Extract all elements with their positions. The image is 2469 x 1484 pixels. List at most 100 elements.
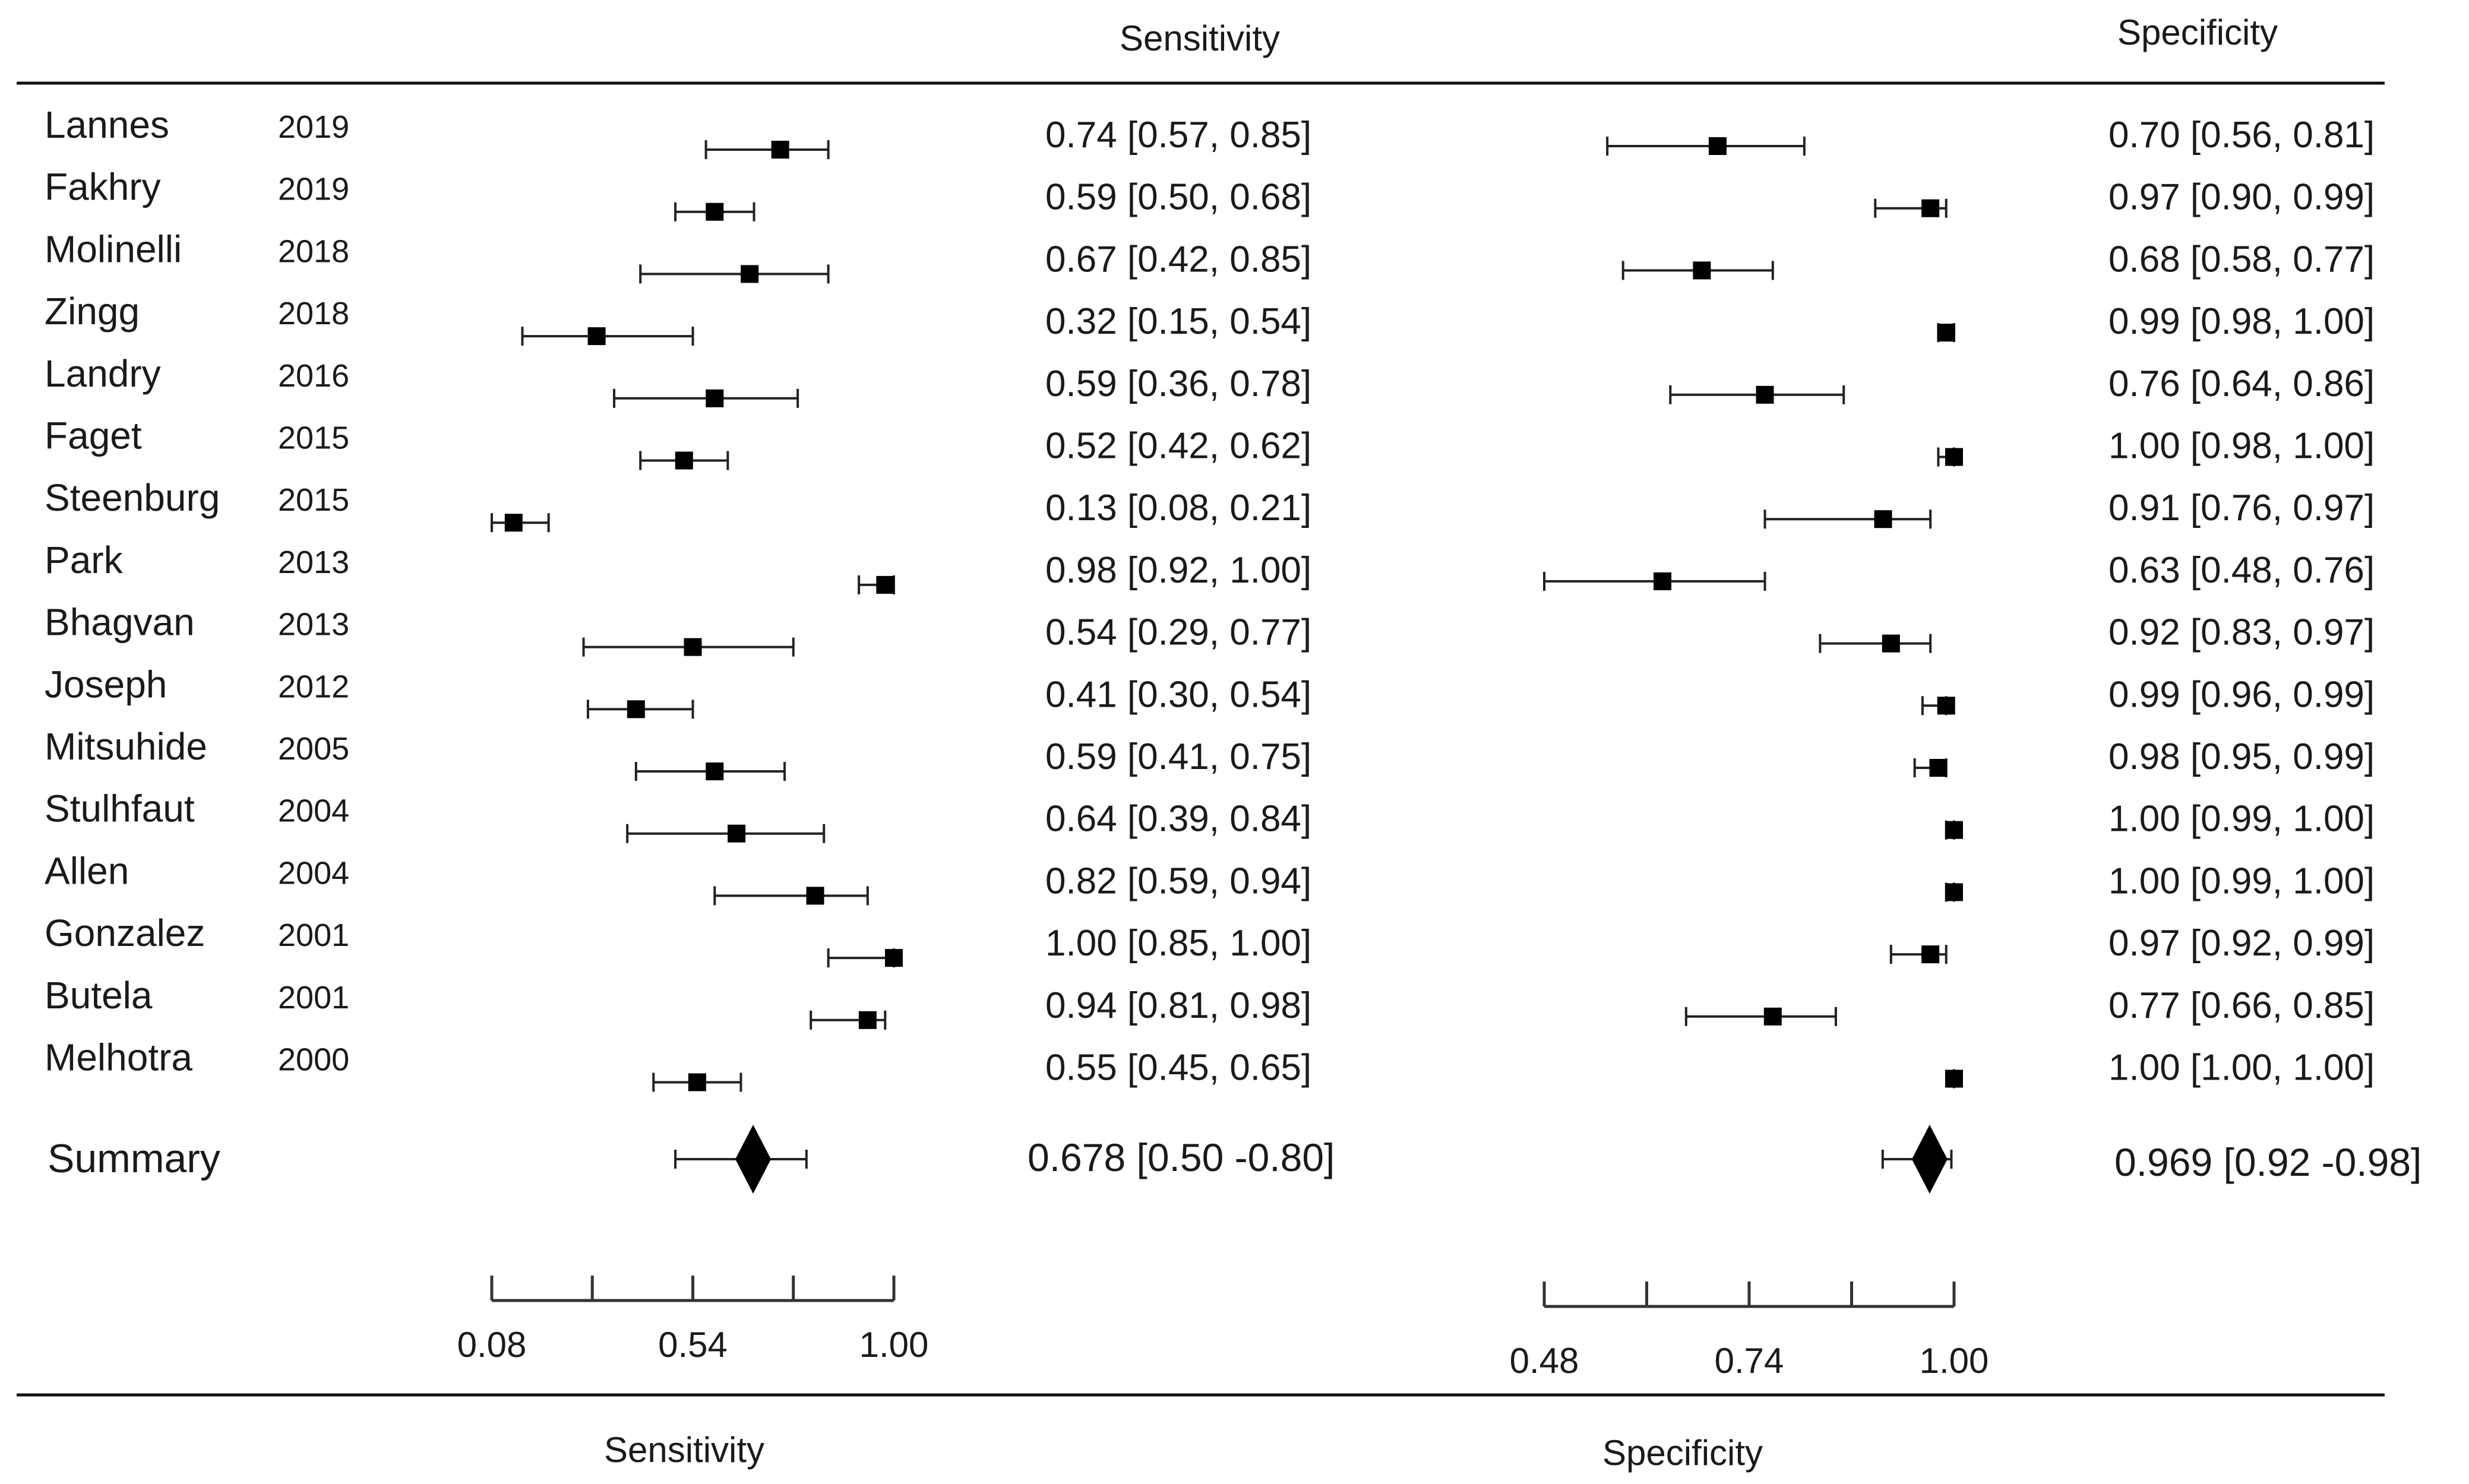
sensitivity-point (675, 451, 693, 470)
study-row: Park 2013 0.98 [0.92, 1.00] 0.63 [0.48, 0.7… (45, 539, 2375, 594)
specificity-tick-label: 0.48 (1510, 1341, 1579, 1381)
sensitivity-ci-text: 1.00 [0.85, 1.00] (1045, 923, 1311, 964)
specificity-point (1756, 385, 1774, 404)
study-year: 2012 (278, 669, 349, 704)
study-year: 2004 (278, 793, 349, 829)
summary-specificity-ci-text: 0.969 [0.92 -0.98] (2114, 1140, 2421, 1184)
specificity-ci-whisker (1819, 634, 1932, 653)
study-rows: Lannes 2019 0.74 [0.57, 0.85] 0.70 [0.56, 0… (45, 103, 2375, 1092)
study-year: 2004 (278, 855, 349, 891)
sensitivity-point (688, 1073, 706, 1091)
study-name: Zingg (45, 290, 140, 333)
specificity-ci-text: 0.70 [0.56, 0.81] (2108, 115, 2375, 156)
specificity-point (1654, 572, 1672, 590)
specificity-point (1945, 883, 1963, 901)
sensitivity-ci-whisker (713, 886, 869, 906)
sensitivity-point (684, 638, 702, 656)
specificity-point (1937, 697, 1955, 715)
study-year: 2015 (278, 420, 349, 456)
sensitivity-point (741, 265, 759, 283)
sensitivity-ci-text: 0.54 [0.29, 0.77] (1045, 612, 1311, 653)
sensitivity-ci-whisker (521, 327, 694, 346)
specificity-ci-text: 0.97 [0.92, 0.99] (2108, 923, 2375, 964)
specificity-point (1945, 1070, 1963, 1088)
specificity-point (1693, 261, 1711, 280)
sensitivity-point (706, 762, 724, 780)
sensitivity-ci-text: 0.59 [0.41, 0.75] (1045, 736, 1311, 777)
sensitivity-axis-title: Sensitivity (604, 1430, 764, 1470)
summary-sensitivity-diamond (735, 1125, 772, 1194)
study-name: Stulhfaut (45, 787, 195, 830)
specificity-point (1708, 137, 1727, 155)
study-row: Fakhry 2019 0.59 [0.50, 0.68] 0.97 [0.90, 0… (45, 166, 2375, 222)
sensitivity-point (504, 514, 523, 532)
sensitivity-ci-text: 0.13 [0.08, 0.21] (1045, 488, 1311, 529)
summary-row: Summary 0.678 [0.50 -0.80] 0.969 [0.92 -0.… (48, 1125, 2421, 1194)
specificity-ci-text: 1.00 [0.98, 1.00] (2108, 426, 2375, 467)
specificity-ci-text: 0.91 [0.76, 0.97] (2108, 488, 2375, 529)
study-name: Butela (45, 974, 153, 1017)
study-name: Gonzalez (45, 912, 205, 954)
specificity-point (1921, 945, 1940, 964)
sensitivity-point (706, 202, 724, 221)
study-name: Park (45, 539, 124, 581)
summary-sensitivity-ci-text: 0.678 [0.50 -0.80] (1028, 1135, 1335, 1179)
sensitivity-ci-whisker (626, 824, 826, 843)
study-year: 2016 (278, 358, 349, 394)
study-name: Faget (45, 414, 142, 457)
summary-label: Summary (48, 1136, 220, 1181)
specificity-ci-text: 1.00 [0.99, 1.00] (2108, 799, 2375, 840)
summary-specificity-diamond (1911, 1125, 1948, 1194)
study-row: Faget 2015 0.52 [0.42, 0.62] 1.00 [0.98, 1.… (45, 414, 2375, 470)
sensitivity-ci-text: 0.82 [0.59, 0.94] (1045, 860, 1311, 901)
specificity-ci-text: 0.68 [0.58, 0.77] (2108, 239, 2375, 280)
sensitivity-ci-text: 0.94 [0.81, 0.98] (1045, 985, 1311, 1026)
study-name: Molinelli (45, 227, 182, 270)
specificity-point (1929, 759, 1948, 777)
study-name: Allen (45, 849, 129, 892)
study-name: Joseph (45, 663, 167, 705)
study-row: Mitsuhide 2005 0.59 [0.41, 0.75] 0.98 [0.95… (45, 725, 2375, 781)
specificity-ci-text: 0.63 [0.48, 0.76] (2108, 550, 2375, 591)
study-name: Melhotra (45, 1036, 192, 1079)
specificity-point (1921, 199, 1940, 217)
sensitivity-ci-whisker (639, 264, 830, 284)
specificity-tick-label: 0.74 (1715, 1341, 1784, 1381)
sensitivity-point (627, 700, 645, 719)
sensitivity-ci-text: 0.59 [0.50, 0.68] (1045, 177, 1311, 218)
sensitivity-point (858, 1011, 877, 1029)
sensitivity-ci-text: 0.67 [0.42, 0.85] (1045, 239, 1311, 280)
specificity-axis: 0.48 0.74 1.00 Specificity (1510, 1282, 1989, 1473)
specificity-ci-text: 0.99 [0.98, 1.00] (2108, 301, 2375, 342)
study-year: 2001 (278, 917, 349, 953)
study-row: Landry 2016 0.59 [0.36, 0.78] 0.76 [0.64, 0… (45, 352, 2375, 408)
specificity-ci-text: 0.99 [0.96, 0.99] (2108, 674, 2375, 715)
sensitivity-ci-text: 0.41 [0.30, 0.54] (1045, 674, 1311, 715)
specificity-ci-text: 1.00 [0.99, 1.00] (2108, 860, 2375, 901)
specificity-ci-text: 0.76 [0.64, 0.86] (2108, 363, 2375, 404)
axes: 0.08 0.54 1.00 Sensitivity 0.48 0.74 1.00 Speci… (457, 1276, 1989, 1473)
sensitivity-point (876, 575, 894, 594)
study-row: Melhotra 2000 0.55 [0.45, 0.65] 1.00 [1.00,… (45, 1036, 2375, 1092)
specificity-ci-text: 0.92 [0.83, 0.97] (2108, 612, 2375, 653)
study-row: Butela 2001 0.94 [0.81, 0.98] 0.77 [0.66, 0… (45, 974, 2375, 1030)
sensitivity-point (728, 824, 746, 843)
sensitivity-point (706, 389, 724, 407)
study-year: 2013 (278, 545, 349, 580)
sensitivity-ci-text: 0.52 [0.42, 0.62] (1045, 426, 1311, 467)
study-row: Bhagvan 2013 0.54 [0.29, 0.77] 0.92 [0.83, … (45, 601, 2375, 657)
study-year: 2013 (278, 607, 349, 643)
specificity-ci-whisker (1684, 1007, 1837, 1026)
study-year: 2018 (278, 296, 349, 331)
sensitivity-point (771, 141, 789, 159)
specificity-point (1945, 448, 1963, 466)
study-row: Stulhfaut 2004 0.64 [0.39, 0.84] 1.00 [0.99… (45, 787, 2375, 843)
sensitivity-ci-whisker (827, 948, 895, 968)
specificity-point (1763, 1007, 1782, 1026)
specificity-ci-text: 0.98 [0.95, 0.99] (2108, 736, 2375, 777)
study-name: Mitsuhide (45, 725, 207, 768)
specificity-ci-text: 0.77 [0.66, 0.85] (2108, 985, 2375, 1026)
study-year: 2005 (278, 731, 349, 767)
specificity-ci-whisker (1606, 137, 1806, 156)
sensitivity-tick-label: 0.54 (658, 1325, 728, 1365)
